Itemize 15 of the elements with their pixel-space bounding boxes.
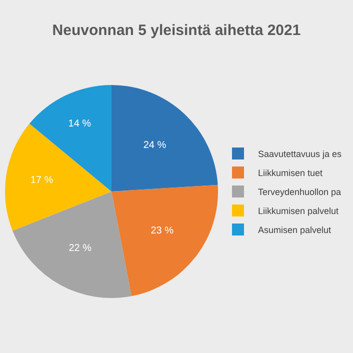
legend-label: Liikkumisen palvelut [258,206,340,216]
legend-label: Saavutettavuus ja es [258,149,342,160]
data-label: 14 % [68,118,92,130]
data-label: 17 % [30,174,54,186]
data-label: 22 % [68,242,92,254]
pie-slice [29,85,112,192]
legend-label: Terveydenhuollon pa [258,187,342,198]
data-label: 23 % [150,225,174,236]
pie-slice [112,184,218,296]
legend-label: Liikkumisen tuet [258,168,324,178]
chart-title: Neuvonnan 5 yleisintä aihetta 2021 [52,22,301,40]
pie-slice [112,85,218,192]
data-label: 24 % [143,140,166,151]
legend-label: Asumisen palvelut [258,225,332,236]
pie-slice [12,192,132,298]
